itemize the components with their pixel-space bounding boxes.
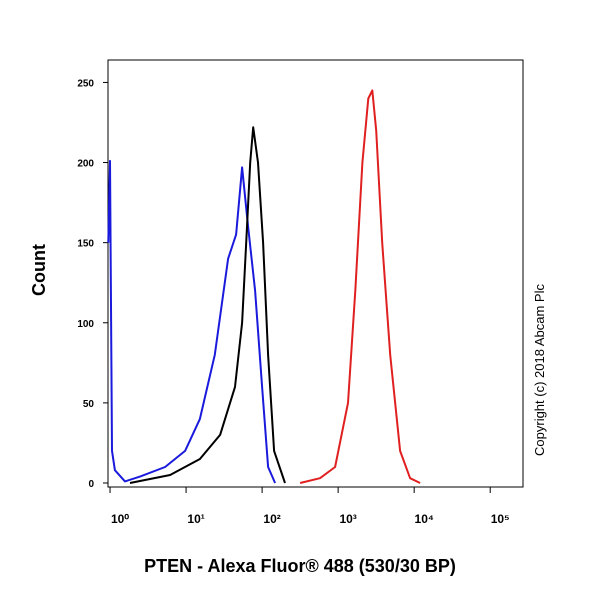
- y-tick-label: 0: [88, 479, 94, 490]
- x-tick-label: 10¹: [187, 512, 204, 526]
- x-tick-label: 10⁴: [415, 512, 434, 526]
- x-tick-label: 10³: [339, 512, 356, 526]
- plot-frame: [107, 59, 524, 488]
- y-tick-label: 50: [83, 399, 95, 410]
- x-tick-label: 10⁵: [491, 512, 510, 526]
- series-line: [129, 126, 286, 484]
- x-tick-label: 10⁰: [111, 512, 129, 526]
- y-axis-label: Count: [29, 244, 49, 296]
- y-tick-label: 250: [77, 78, 94, 89]
- y-tick-label: 150: [77, 239, 94, 250]
- y-tick-label: 200: [77, 159, 94, 170]
- series-line: [299, 89, 421, 484]
- series-line: [107, 159, 277, 484]
- x-axis-label: PTEN - Alexa Fluor® 488 (530/30 BP): [144, 556, 456, 576]
- copyright: Copyright (c) 2018 Abcam Plc: [532, 284, 547, 456]
- x-tick-label: 10²: [263, 512, 280, 526]
- y-tick-label: 100: [77, 319, 94, 330]
